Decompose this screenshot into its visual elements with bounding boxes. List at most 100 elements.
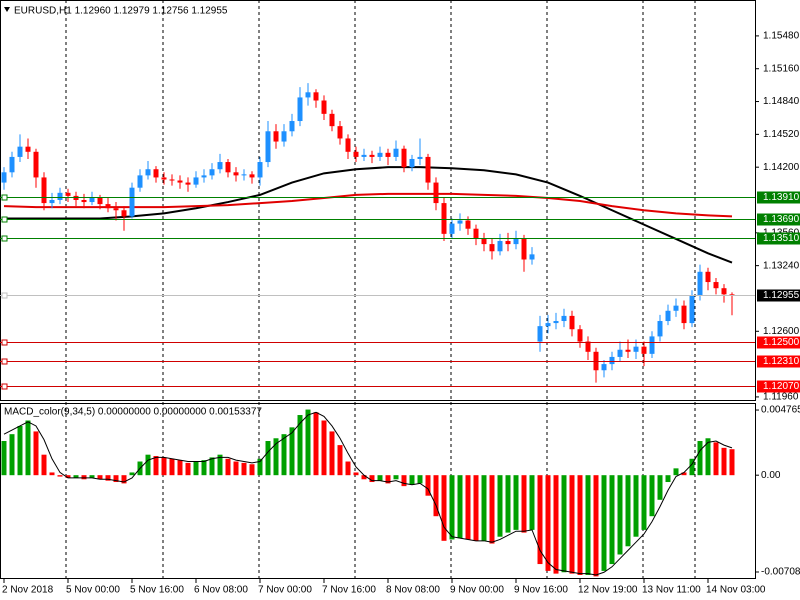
candle-body	[713, 282, 719, 289]
y-tick-label: 1.13240	[763, 260, 800, 271]
x-tick-label: 12 Nov 19:00	[578, 585, 638, 596]
candle-body	[497, 241, 503, 252]
candle-body	[369, 154, 375, 157]
candle-body	[129, 187, 135, 217]
candle-body	[697, 271, 703, 296]
candle-body	[553, 321, 559, 324]
macd-bar	[321, 420, 327, 476]
candle-body	[401, 148, 407, 168]
candle-body	[89, 197, 95, 203]
macd-bar	[729, 449, 735, 476]
y-tick-label: 1.14840	[763, 96, 800, 107]
candle-body	[185, 182, 191, 185]
x-tick-label: 2 Nov 2018	[2, 585, 54, 596]
level-anchor	[1, 235, 8, 242]
macd-bar	[249, 464, 255, 476]
candle-body	[161, 177, 167, 180]
macd-bar	[217, 454, 223, 476]
macd-bar	[625, 475, 631, 547]
macd-bar	[609, 475, 615, 565]
candle-body	[337, 126, 343, 139]
candle-body	[505, 241, 511, 245]
candle-body	[561, 315, 567, 322]
level-anchor	[1, 358, 8, 365]
x-tick-label: 9 Nov 16:00	[514, 585, 568, 596]
candle-body	[617, 349, 623, 357]
candle-body	[281, 131, 287, 142]
y-tick-label: 1.15160	[763, 63, 800, 74]
y-tick-label: 1.14520	[763, 129, 800, 140]
level-label-box	[757, 213, 800, 226]
candle-body	[729, 294, 735, 296]
macd-bar	[473, 475, 479, 541]
candle-body	[633, 346, 639, 352]
macd-bar	[337, 445, 343, 476]
macd-bar	[209, 457, 215, 476]
candle-body	[137, 175, 143, 188]
macd-bar	[657, 475, 663, 500]
signal-line	[3, 411, 733, 576]
candle-body	[265, 131, 271, 163]
macd-bar	[633, 475, 639, 537]
level-anchor	[1, 194, 8, 201]
candle-body	[537, 326, 543, 342]
level-label: 1.13910	[763, 192, 800, 203]
level-label: 1.12310	[763, 356, 800, 367]
candle-body	[385, 152, 391, 157]
moving-average	[3, 192, 733, 218]
y-tick-label: 0.00	[761, 470, 781, 481]
level-anchor	[1, 339, 8, 346]
candle-body	[97, 197, 103, 205]
candle-body	[601, 364, 607, 371]
x-tick-label: 9 Nov 00:00	[450, 585, 504, 596]
macd-bar	[457, 475, 463, 539]
y-tick-label: 1.14200	[763, 162, 800, 173]
level-label-box	[757, 232, 800, 245]
candle-body	[209, 169, 215, 176]
x-tick-label: 6 Nov 08:00	[194, 585, 248, 596]
level-label-box	[757, 191, 800, 204]
moving-average	[4, 166, 733, 264]
y-tick-label: 1.15480	[763, 31, 800, 42]
candle-body	[609, 356, 615, 365]
macd-bar	[289, 427, 295, 476]
candle-body	[41, 177, 47, 204]
macd-bar	[57, 475, 63, 477]
macd-bar	[569, 475, 575, 574]
macd-bar	[425, 475, 431, 496]
macd-bar	[41, 454, 47, 476]
candle-body	[121, 210, 127, 217]
level-label: 1.12070	[763, 381, 800, 392]
candle-body	[657, 321, 663, 337]
candle-body	[473, 228, 479, 239]
candle-body	[545, 323, 551, 327]
candle-body	[489, 244, 495, 252]
candle-body	[225, 162, 231, 173]
candle-body	[665, 310, 671, 322]
macd-bar	[601, 475, 607, 571]
candle-body	[409, 158, 415, 168]
level-label-box	[757, 355, 800, 368]
macd-title: MACD_color(9,34,5) 0.00000000 0.00000000…	[4, 407, 262, 418]
candle-body	[289, 121, 295, 132]
macd-bar	[545, 475, 551, 571]
macd-bar	[697, 441, 703, 476]
macd-bar	[169, 458, 175, 476]
candle-body	[193, 177, 199, 185]
menu-arrow[interactable]	[4, 7, 10, 12]
level-label: 1.13510	[763, 233, 800, 244]
candle-body	[217, 162, 223, 170]
candle-body	[425, 156, 431, 183]
candle-body	[705, 271, 711, 283]
macd-bar	[401, 475, 407, 487]
macd-bar	[281, 434, 287, 476]
candle-body	[673, 305, 679, 311]
macd-bar	[345, 461, 351, 476]
candle-body	[321, 100, 327, 114]
macd-bar	[329, 431, 335, 476]
level-label: 1.12500	[763, 337, 800, 348]
candle-body	[641, 346, 647, 354]
y-tick-label: -0.007080	[761, 567, 800, 578]
